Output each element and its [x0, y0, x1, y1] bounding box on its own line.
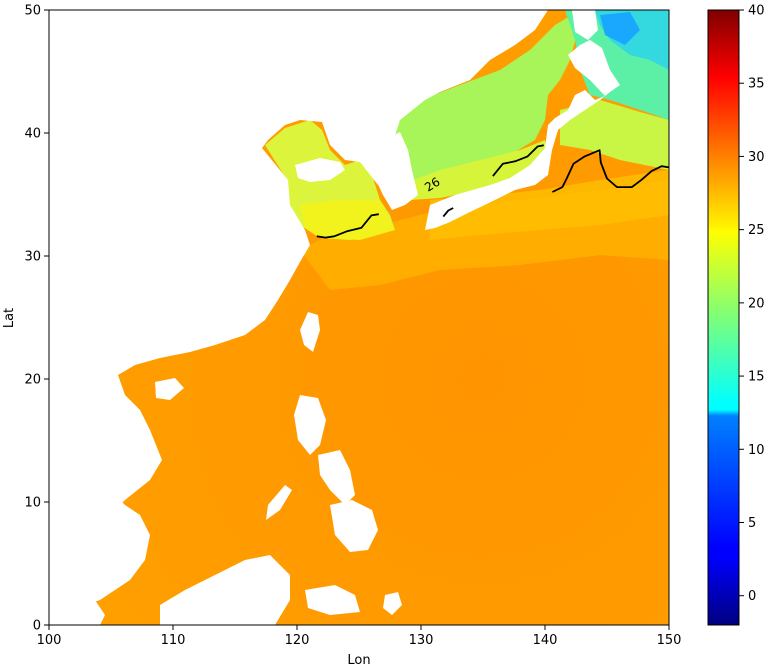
colorbar-tick-label: 35	[748, 77, 765, 92]
x-tick-label: 110	[161, 633, 186, 648]
kuroshio-band	[430, 170, 669, 240]
land-visayas	[318, 450, 355, 505]
land-korea	[360, 132, 418, 210]
y-tick-label: 0	[33, 619, 41, 634]
land-taiwan	[300, 312, 320, 352]
yellow-sea-south	[300, 200, 395, 240]
colorbar-ticks: 0 5 10 15 20 25 30 35 40	[739, 4, 765, 604]
contour-segment	[552, 149, 669, 193]
x-axis-label: Lon	[347, 653, 370, 668]
sea-of-japan-south	[400, 140, 550, 200]
contour-segment	[442, 207, 454, 218]
sea-of-japan-field	[390, 15, 578, 190]
colorbar-tick-label: 25	[748, 223, 765, 238]
colorbar: 0 5 10 15 20 25 30 35 40	[707, 4, 765, 626]
land-japan	[425, 40, 620, 230]
contour-segment	[316, 213, 379, 239]
x-tick-label: 100	[37, 633, 62, 648]
colorbar-gradient	[707, 9, 740, 626]
land-mask	[49, 10, 620, 625]
x-axis: 100 110 120 130 140 150	[37, 625, 682, 648]
y-axis-label: Lat	[2, 308, 17, 328]
y-tick-label: 10	[24, 496, 41, 511]
land-asia	[49, 10, 548, 515]
land-luzon	[294, 395, 326, 455]
land-mindanao	[330, 500, 378, 552]
contour-label: 26	[422, 175, 442, 195]
y-axis: 0 10 20 30 40 50	[24, 4, 49, 634]
land-south-islands	[305, 585, 360, 615]
colorbar-tick-label: 0	[748, 589, 756, 604]
contour-segment	[492, 144, 544, 177]
oyashio-coldest	[600, 12, 640, 45]
land-hainan	[155, 378, 184, 400]
x-tick-label: 120	[285, 633, 310, 648]
land-small-island	[383, 592, 402, 615]
y-tick-label: 40	[24, 127, 41, 142]
x-tick-label: 130	[409, 633, 434, 648]
y-tick-label: 30	[24, 250, 41, 265]
colorbar-tick-label: 40	[748, 4, 765, 19]
plot-area: 26	[49, 10, 669, 625]
land-borneo	[160, 555, 290, 625]
x-tick-label: 140	[533, 633, 558, 648]
land-sumatra-edge	[49, 590, 80, 625]
east-of-japan-transition	[560, 100, 669, 170]
colorbar-tick-label: 30	[748, 150, 765, 165]
x-tick-label: 150	[657, 633, 682, 648]
y-tick-label: 20	[24, 373, 41, 388]
land-palawan	[266, 485, 292, 520]
y-tick-label: 50	[24, 4, 41, 19]
land-north-islands	[572, 10, 598, 40]
colorbar-tick-label: 20	[748, 296, 765, 311]
contour-26	[316, 144, 669, 239]
colorbar-tick-label: 10	[748, 443, 765, 458]
colorbar-tick-label: 15	[748, 370, 765, 385]
land-shandong	[295, 158, 345, 182]
plot-frame	[48, 9, 670, 626]
colorbar-tick-label: 5	[748, 516, 756, 531]
